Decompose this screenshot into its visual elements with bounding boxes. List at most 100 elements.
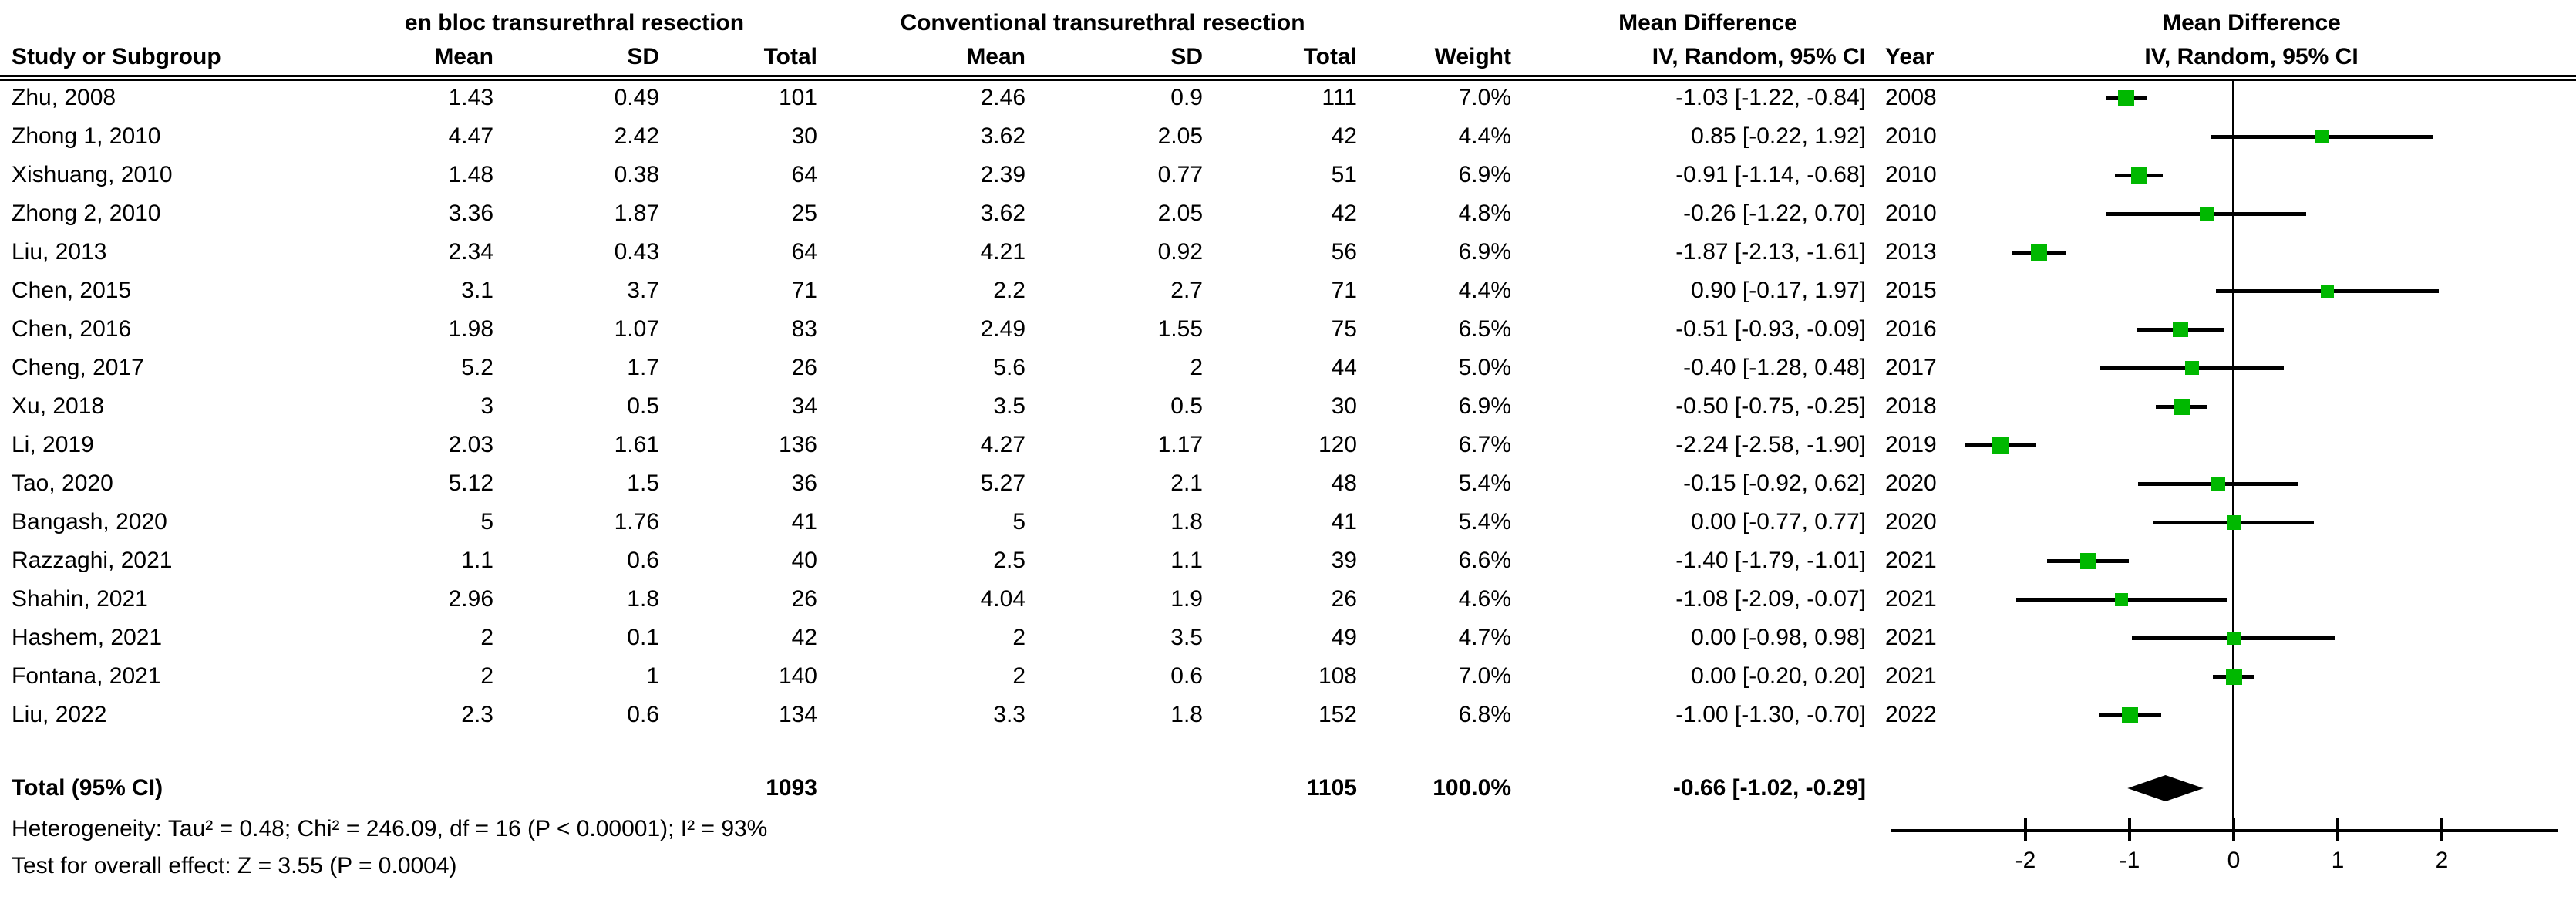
total-n-en-bloc: 1093	[766, 775, 817, 801]
cell-mean1: 1.48	[448, 162, 493, 187]
cell-sd2: 1.55	[1157, 316, 1203, 342]
total-label: Total (95% CI)	[12, 775, 163, 801]
cell-sd1: 1.76	[614, 509, 659, 534]
point-marker	[2173, 322, 2189, 337]
cell-weight: 6.9%	[1458, 239, 1511, 265]
cell-weight: 5.0%	[1458, 355, 1511, 380]
study-row: Chen, 2016 1.98 1.07 83 2.49 1.55 75 6.5% -0.51 …	[0, 310, 2576, 349]
cell-sd2: 2.7	[1170, 278, 1203, 303]
col-header-total-2: Total	[1303, 44, 1357, 69]
cell-sd2: 2	[1190, 355, 1203, 380]
point-marker	[2114, 592, 2128, 606]
cell-total1: 71	[791, 278, 817, 303]
cell-label: Bangash, 2020	[12, 509, 167, 534]
cell-ci_text: 0.85 [-0.22, 1.92]	[1691, 123, 1866, 149]
cell-sd2: 1.1	[1170, 548, 1203, 573]
point-marker	[2211, 476, 2226, 491]
cell-label: Chen, 2016	[12, 316, 132, 342]
point-marker	[2321, 284, 2334, 298]
group-header-conventional: Conventional transurethral resection	[900, 10, 1305, 35]
cell-label: Liu, 2013	[12, 239, 107, 265]
cell-mean1: 2.03	[448, 432, 493, 457]
cell-weight: 6.7%	[1458, 432, 1511, 457]
cell-year: 2018	[1885, 393, 1937, 419]
cell-total2: 41	[1331, 509, 1357, 534]
study-row: Shahin, 2021 2.96 1.8 26 4.04 1.9 26 4.6% -1.08 …	[0, 580, 2576, 619]
cell-total1: 140	[778, 663, 817, 689]
cell-ci_text: -0.15 [-0.92, 0.62]	[1683, 470, 1866, 496]
point-marker	[2118, 89, 2135, 106]
study-row: Liu, 2013 2.34 0.43 64 4.21 0.92 56 6.9% -1.87 […	[0, 233, 2576, 271]
study-row: Li, 2019 2.03 1.61 136 4.27 1.17 120 6.7% -2.24 …	[0, 426, 2576, 464]
study-row: Zhong 1, 2010 4.47 2.42 30 3.62 2.05 42 4.4% 0.8…	[0, 117, 2576, 156]
point-marker	[2225, 668, 2242, 685]
cell-year: 2019	[1885, 432, 1937, 457]
col-header-sd-1: SD	[627, 44, 659, 69]
header-separator-line	[0, 75, 2576, 81]
cell-total1: 34	[791, 393, 817, 419]
cell-ci_text: 0.00 [-0.98, 0.98]	[1691, 625, 1866, 650]
col-header-weight: Weight	[1434, 44, 1511, 69]
point-marker	[2174, 398, 2190, 415]
cell-year: 2015	[1885, 278, 1937, 303]
cell-label: Shahin, 2021	[12, 586, 148, 612]
cell-mean1: 1.43	[448, 85, 493, 110]
cell-weight: 6.5%	[1458, 316, 1511, 342]
cell-total2: 108	[1318, 663, 1357, 689]
cell-total2: 71	[1331, 278, 1357, 303]
zero-reference-line	[2232, 81, 2234, 829]
cell-weight: 6.6%	[1458, 548, 1511, 573]
point-marker	[2185, 361, 2199, 375]
col-header-ci: IV, Random, 95% CI	[1652, 44, 1866, 69]
cell-sd2: 2.05	[1157, 123, 1203, 149]
cell-weight: 4.7%	[1458, 625, 1511, 650]
cell-ci_text: -1.40 [-1.79, -1.01]	[1675, 548, 1866, 573]
cell-ci_text: 0.00 [-0.20, 0.20]	[1691, 663, 1866, 689]
cell-weight: 4.6%	[1458, 586, 1511, 612]
cell-label: Tao, 2020	[12, 470, 113, 496]
cell-label: Zhu, 2008	[12, 85, 116, 110]
cell-label: Zhong 2, 2010	[12, 201, 161, 226]
cell-total1: 101	[778, 85, 817, 110]
point-marker	[1992, 437, 2009, 454]
cell-sd1: 0.49	[614, 85, 659, 110]
point-marker	[2079, 552, 2096, 569]
cell-sd2: 0.5	[1170, 393, 1203, 419]
cell-total1: 26	[791, 355, 817, 380]
cell-year: 2021	[1885, 663, 1937, 689]
cell-mean2: 2.46	[980, 85, 1025, 110]
cell-sd2: 2.1	[1170, 470, 1203, 496]
cell-weight: 4.8%	[1458, 201, 1511, 226]
cell-sd1: 1.8	[627, 586, 659, 612]
cell-mean1: 1.1	[461, 548, 493, 573]
cell-ci_text: -1.08 [-2.09, -0.07]	[1675, 586, 1866, 612]
axis-tick-label: 0	[2227, 848, 2241, 873]
cell-total1: 64	[791, 239, 817, 265]
cell-weight: 4.4%	[1458, 123, 1511, 149]
cell-total1: 40	[791, 548, 817, 573]
cell-year: 2013	[1885, 239, 1937, 265]
cell-ci_text: 0.00 [-0.77, 0.77]	[1691, 509, 1866, 534]
cell-year: 2021	[1885, 586, 1937, 612]
cell-weight: 4.4%	[1458, 278, 1511, 303]
cell-sd1: 0.1	[627, 625, 659, 650]
cell-total1: 134	[778, 702, 817, 727]
cell-mean1: 2.34	[448, 239, 493, 265]
cell-total1: 26	[791, 586, 817, 612]
point-marker	[2227, 631, 2241, 645]
cell-sd1: 1.07	[614, 316, 659, 342]
cell-total2: 75	[1331, 316, 1357, 342]
cell-sd2: 0.92	[1157, 239, 1203, 265]
cell-mean2: 2.5	[993, 548, 1025, 573]
cell-ci_text: -0.50 [-0.75, -0.25]	[1675, 393, 1866, 419]
cell-mean1: 5.12	[448, 470, 493, 496]
axis-tick	[2024, 818, 2027, 841]
cell-mean2: 3.62	[980, 123, 1025, 149]
x-axis-line	[1891, 829, 2558, 832]
cell-total1: 41	[791, 509, 817, 534]
cell-mean2: 4.21	[980, 239, 1025, 265]
study-row: Cheng, 2017 5.2 1.7 26 5.6 2 44 5.0% -0.40 [-1.2…	[0, 349, 2576, 387]
cell-total2: 49	[1331, 625, 1357, 650]
cell-label: Xishuang, 2010	[12, 162, 173, 187]
